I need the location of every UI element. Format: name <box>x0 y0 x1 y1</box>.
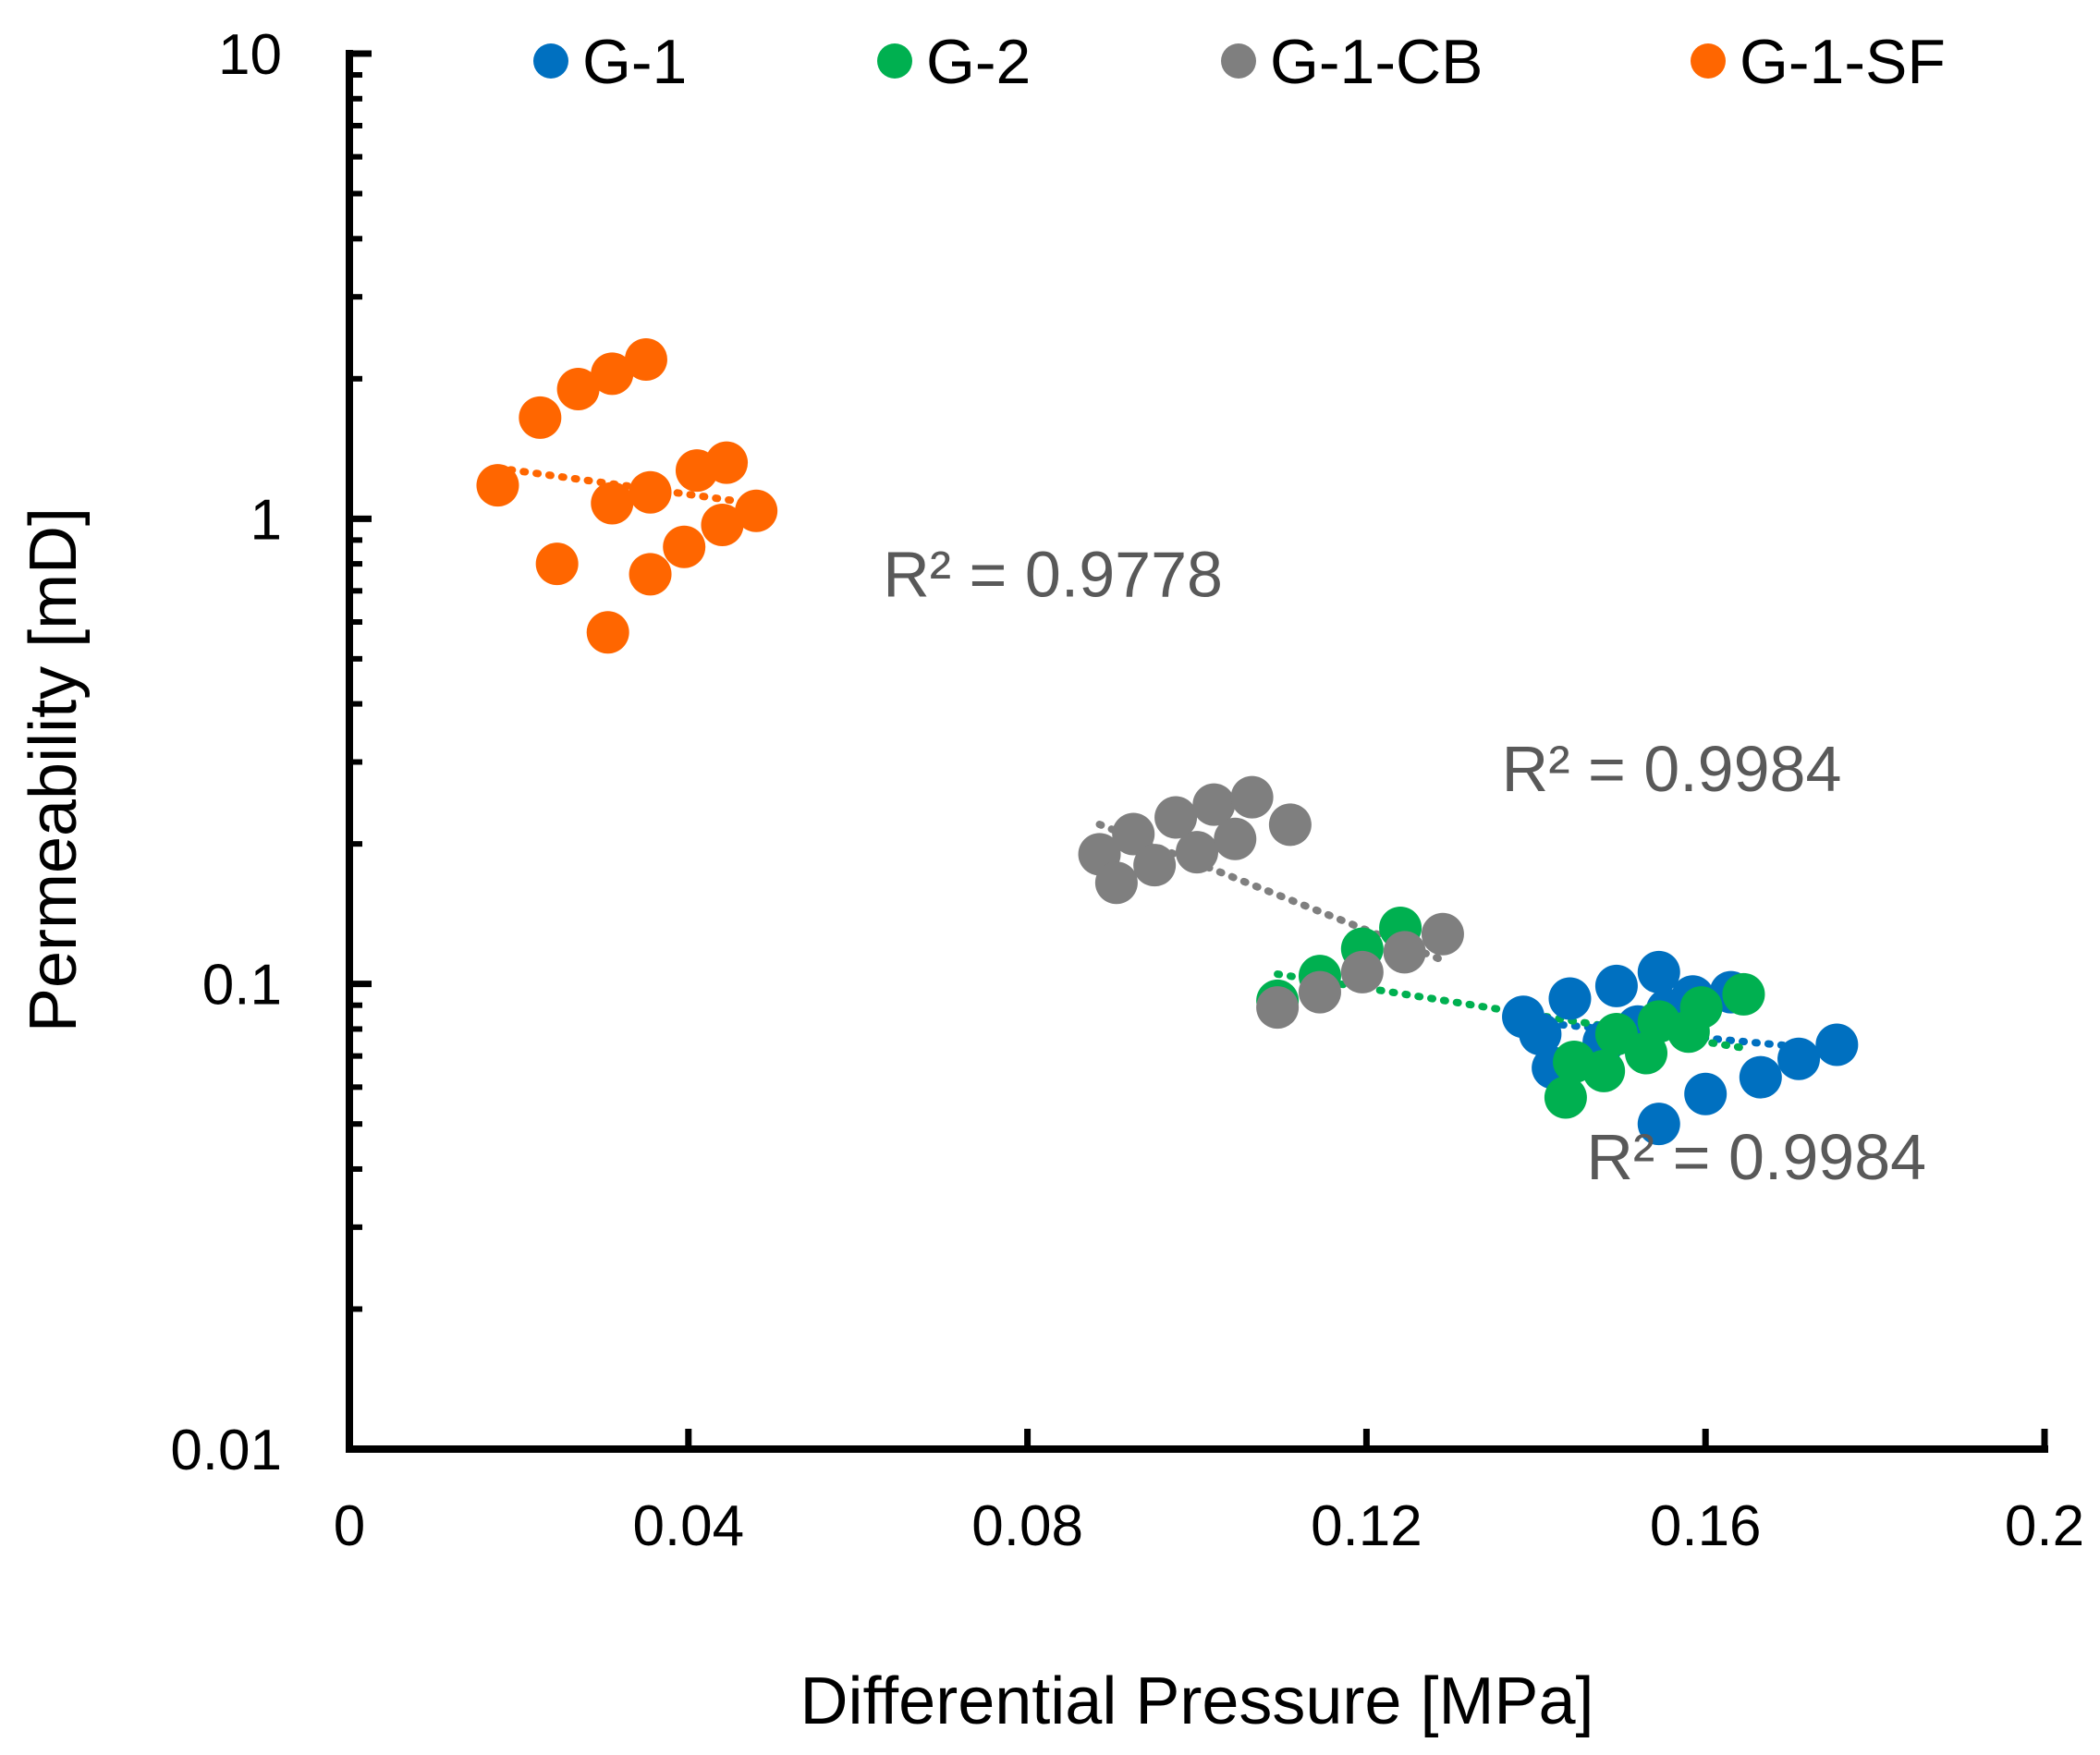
point-g-1-sf <box>591 352 634 396</box>
point-g-1 <box>1594 964 1638 1007</box>
point-g-2 <box>1679 986 1723 1030</box>
point-g-1-sf <box>629 553 672 596</box>
point-g-1-cb <box>1176 831 1218 874</box>
axes <box>346 50 2048 1453</box>
legend-marker-g-1 <box>533 43 568 79</box>
y-axis-title: Permeability [mD] <box>17 507 91 1032</box>
point-g-1 <box>1637 950 1680 993</box>
point-g-1 <box>1777 1037 1821 1080</box>
point-g-1-cb <box>1133 844 1177 887</box>
point-g-1-sf <box>624 337 667 381</box>
point-g-1-sf <box>476 464 519 507</box>
legend-marker-g-1-cb <box>1221 43 1256 79</box>
legend-label-g-1: G-1 <box>582 27 687 97</box>
r-squared-label: R² = 0.9984 <box>1502 733 1842 805</box>
legend-label-g-1-sf: G-1-SF <box>1740 27 1946 97</box>
point-g-1 <box>1684 1072 1728 1115</box>
r-squared-annotations: R² = 0.9778 R² = 0.9984 R² = 0.9984 <box>883 539 1926 1194</box>
point-g-1 <box>1739 1055 1782 1099</box>
point-g-1 <box>1815 1023 1859 1066</box>
point-g-1-cb <box>1256 986 1300 1030</box>
point-g-1 <box>1637 1103 1680 1146</box>
legend-label-g-1-cb: G-1-CB <box>1270 27 1483 97</box>
x-tick-label: 0.12 <box>1311 1494 1422 1558</box>
point-g-1-sf <box>586 611 629 654</box>
point-g-1-cb <box>1230 775 1274 819</box>
trendline-g-1-sf <box>494 464 761 508</box>
point-g-1 <box>1548 977 1592 1020</box>
point-g-1-sf <box>705 441 749 484</box>
point-g-1-cb <box>1298 970 1341 1014</box>
y-tick-label: 10 <box>218 23 282 87</box>
x-tick-label: 0.2 <box>2005 1494 2084 1558</box>
point-g-1-sf <box>556 368 600 411</box>
point-g-1-cb <box>1192 783 1236 826</box>
data-points <box>476 337 1859 1146</box>
y-axis-ticks: 0.01 0.1 1 10 <box>170 23 372 1482</box>
legend-marker-g-1-sf <box>1691 43 1726 79</box>
point-g-1-cb <box>1214 817 1257 860</box>
point-g-1-cb <box>1340 950 1384 993</box>
point-g-1-sf <box>535 542 579 586</box>
legend-label-g-2: G-2 <box>926 27 1031 97</box>
legend-marker-g-2 <box>877 43 912 79</box>
point-g-1-cb <box>1421 912 1464 956</box>
y-tick-label: 0.1 <box>202 954 282 1018</box>
legend: G-1 G-2 G-1-CB G-1-SF <box>533 27 1946 97</box>
y-tick-label: 0.01 <box>170 1419 282 1482</box>
point-g-1-cb <box>1154 796 1198 839</box>
point-g-1-cb <box>1268 803 1312 847</box>
point-g-1-cb <box>1112 812 1155 856</box>
point-g-2 <box>1582 1049 1626 1092</box>
point-g-1-sf <box>629 470 672 514</box>
point-g-1-sf <box>663 525 706 568</box>
point-g-1-cb <box>1094 861 1138 905</box>
r-squared-label: R² = 0.9778 <box>883 539 1223 611</box>
point-g-1-sf <box>591 481 634 525</box>
point-g-1 <box>1519 1012 1562 1055</box>
point-g-1-sf <box>735 489 778 532</box>
point-g-1-cb <box>1383 931 1426 974</box>
x-tick-label: 0 <box>334 1494 365 1558</box>
x-tick-label: 0.16 <box>1650 1494 1762 1558</box>
r-squared-label: R² = 0.9984 <box>1586 1121 1926 1193</box>
point-g-2 <box>1722 972 1765 1016</box>
x-axis-title: Differential Pressure [MPa] <box>800 1664 1593 1738</box>
y-tick-label: 1 <box>250 488 282 552</box>
point-g-1-sf <box>519 396 562 439</box>
point-g-1-sf <box>701 503 744 546</box>
point-g-2 <box>1544 1076 1587 1119</box>
x-tick-label: 0.04 <box>632 1494 744 1558</box>
x-axis-ticks: 0 0.04 0.08 0.12 0.16 0.2 <box>334 1429 2084 1558</box>
x-tick-label: 0.08 <box>971 1494 1083 1558</box>
